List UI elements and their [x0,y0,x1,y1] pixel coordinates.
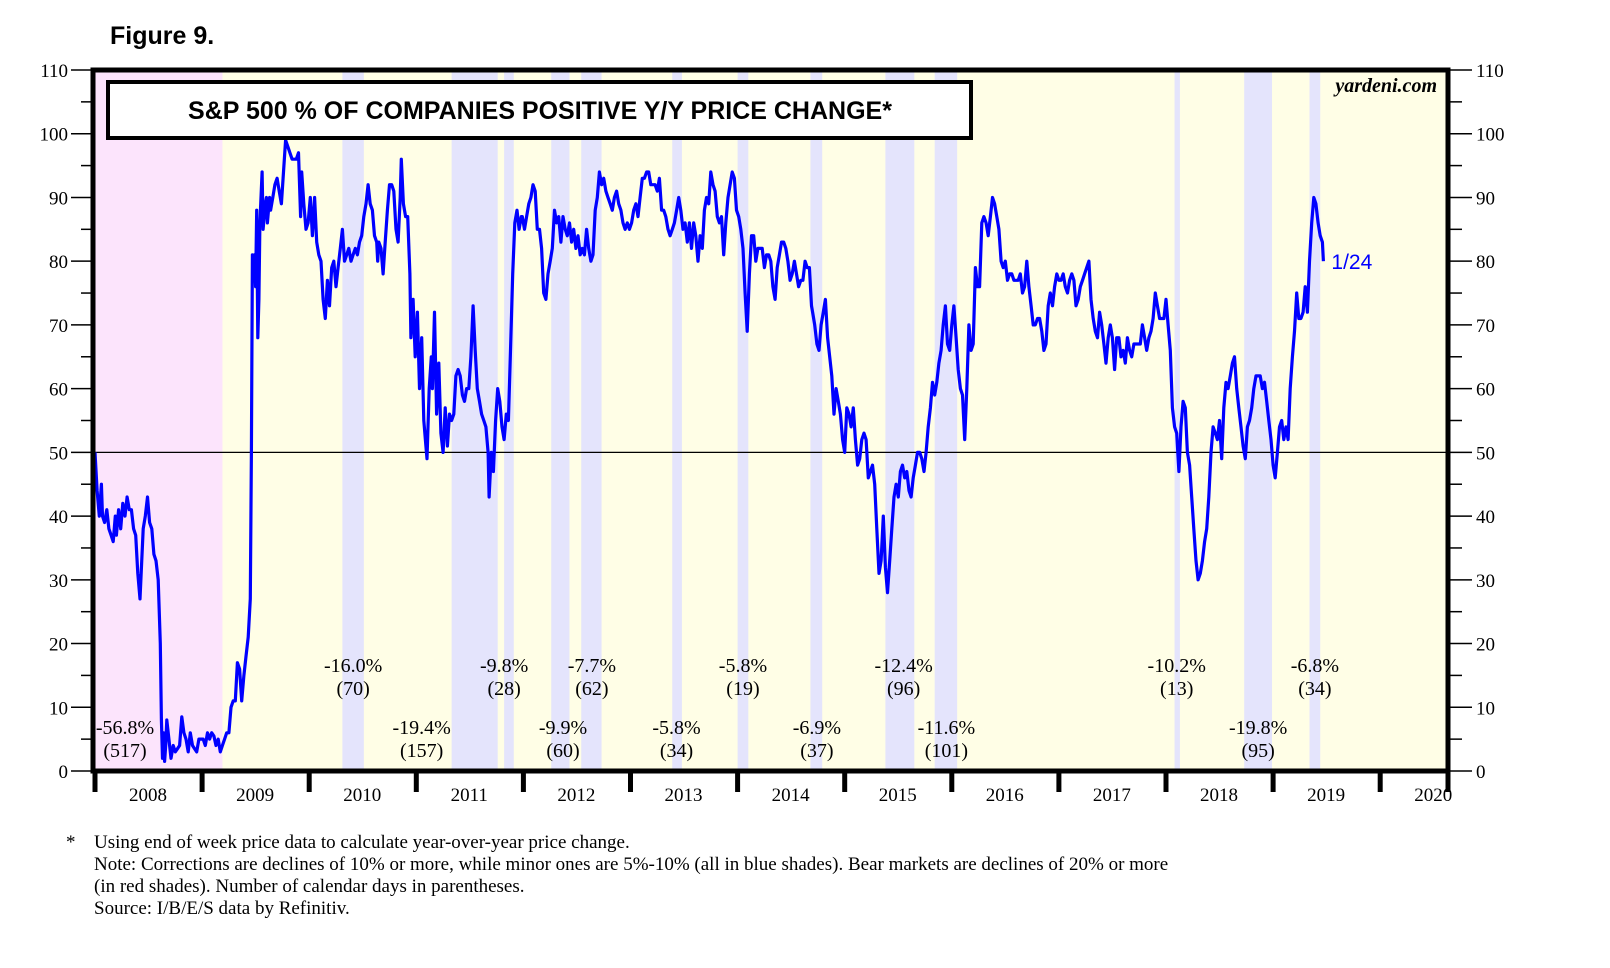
y-tick-label: 90 [1476,188,1495,209]
watermark: yardeni.com [1333,75,1437,97]
decline-label: -56.8% [96,717,154,739]
chart-title: S&P 500 % OF COMPANIES POSITIVE Y/Y PRIC… [188,97,892,125]
decline-label: -16.0% [324,655,382,677]
decline-label: -6.9% [793,717,841,739]
footnote-line-3: (in red shades). Number of calendar days… [94,876,525,897]
y-tick-label: 40 [1476,507,1495,528]
y-axis-left: 0 10 20 30 40 50 60 70 80 90 100 110 [40,61,93,783]
y-tick-label: 30 [1476,571,1495,592]
x-tick-label: 2016 [986,785,1024,806]
chart-title-box: S&P 500 % OF COMPANIES POSITIVE Y/Y PRIC… [106,80,973,140]
footnotes: * Using end of week price data to calcul… [66,832,1168,920]
days-label: (28) [487,678,520,700]
title-frame [106,80,973,140]
y-tick-label: 20 [49,635,68,656]
y-tick-label: 50 [49,443,68,464]
y-tick-label: 110 [1476,61,1504,82]
correction-shade [551,70,570,771]
days-label: (19) [726,678,759,700]
days-label: (34) [660,740,693,762]
x-tick-label: 2014 [772,785,811,806]
correction-shade [1174,70,1180,771]
days-label: (96) [887,678,920,700]
y-tick-label: 20 [1476,635,1495,656]
chart: -56.8%(517) -16.0%(70) -19.4%(157) -9.8%(28… [40,61,1505,806]
x-tick-label: 2019 [1307,785,1345,806]
decline-label: -11.6% [918,717,976,739]
y-axis-right: 0 10 20 30 40 50 60 70 80 90 100 110 [1450,61,1505,783]
footnote-marker: * [66,832,76,853]
decline-label: -9.8% [480,655,528,677]
days-label: (13) [1160,678,1193,700]
decline-label: -10.2% [1148,655,1206,677]
y-tick-label: 0 [1476,762,1486,783]
x-tick-label: 2015 [879,785,917,806]
decline-label: -19.4% [392,717,450,739]
days-label: (101) [925,740,968,762]
y-tick-label: 110 [40,61,68,82]
y-tick-label: 60 [49,380,68,401]
series-line [93,138,1325,763]
end-label: 1/24 [1331,251,1372,274]
y-tick-label: 100 [40,125,69,146]
decline-label: -5.8% [652,717,700,739]
days-label: (95) [1241,740,1274,762]
decline-label: -5.8% [719,655,767,677]
y-tick-label: 80 [1476,252,1495,273]
x-tick-label: 2009 [236,785,274,806]
correction-shade [934,70,958,771]
decline-label: -9.9% [539,717,587,739]
days-label: (34) [1298,678,1331,700]
decline-label: -6.8% [1291,655,1339,677]
y-tick-label: 70 [49,316,68,337]
correction-shade [810,70,823,771]
days-label: (62) [575,678,608,700]
days-label: (157) [400,740,443,762]
y-tick-label: 40 [49,507,68,528]
correction-shade [885,70,915,771]
days-label: (60) [546,740,579,762]
y-tick-label: 70 [1476,316,1495,337]
y-tick-label: 80 [49,252,68,273]
y-tick-label: 50 [1476,443,1495,464]
y-tick-label: 100 [1476,125,1505,146]
x-tick-label: 2017 [1093,785,1131,806]
bear-market-shade [95,70,223,771]
correction-shade [672,70,682,771]
x-tick-label: 2008 [129,785,167,806]
footnote-line-4: Source: I/B/E/S data by Refinitiv. [94,898,350,919]
footnote-line-1: Using end of week price data to calculat… [94,832,630,853]
correction-shade [451,70,498,771]
x-tick-label: 2018 [1200,785,1238,806]
x-tick-label: 2020 [1414,785,1452,806]
days-label: (517) [103,740,146,762]
figure-label: Figure 9. [110,22,215,50]
y-tick-label: 30 [49,571,68,592]
y-tick-label: 0 [59,762,69,783]
decline-label: -7.7% [568,655,616,677]
x-axis: 2008 2009 2010 2011 2012 2013 2014 2015 2016 2017… [92,771,1452,806]
correction-shade [1309,70,1321,771]
decline-label: -19.8% [1229,717,1287,739]
x-tick-label: 2010 [343,785,381,806]
correction-shade [737,70,749,771]
x-tick-label: 2013 [665,785,703,806]
decline-label: -12.4% [874,655,932,677]
x-tick-label: 2011 [451,785,488,806]
y-tick-label: 90 [49,188,68,209]
footnote-line-2: Note: Corrections are declines of 10% or… [94,854,1169,875]
y-tick-label: 60 [1476,380,1495,401]
y-tick-label: 10 [49,698,68,719]
annotation-labels: -56.8%(517) -16.0%(70) -19.4%(157) -9.8%(28… [96,655,1339,762]
x-tick-label: 2012 [557,785,595,806]
y-tick-label: 10 [1476,698,1495,719]
days-label: (70) [336,678,369,700]
days-label: (37) [800,740,833,762]
